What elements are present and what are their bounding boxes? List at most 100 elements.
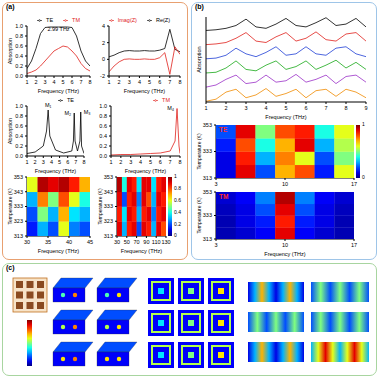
svg-text:7: 7 — [324, 105, 327, 111]
svg-text:17: 17 — [351, 181, 357, 187]
svg-text:Frequency (THz): Frequency (THz) — [264, 251, 305, 257]
svg-text:8: 8 — [178, 159, 181, 165]
svg-text:Frequency (THz): Frequency (THz) — [265, 114, 306, 120]
svg-text:313: 313 — [104, 233, 113, 239]
svg-text:353: 353 — [203, 189, 212, 195]
svg-text:5: 5 — [149, 159, 152, 165]
svg-text:0.6: 0.6 — [174, 197, 181, 203]
svg-text:30: 30 — [24, 239, 30, 245]
svg-text:M₃: M₃ — [84, 109, 91, 115]
svg-text:343: 343 — [14, 189, 23, 195]
svg-text:Frequency (THz): Frequency (THz) — [35, 168, 76, 174]
svg-text:4: 4 — [102, 23, 105, 29]
svg-text:353: 353 — [14, 174, 23, 180]
svg-text:333: 333 — [14, 203, 23, 209]
svg-text:2: 2 — [119, 159, 122, 165]
svg-text:0.8: 0.8 — [174, 185, 181, 191]
svg-text:10: 10 — [282, 242, 288, 248]
svg-text:8: 8 — [88, 79, 91, 85]
svg-text:333: 333 — [104, 203, 113, 209]
svg-text:5: 5 — [284, 105, 287, 111]
svg-text:M₂: M₂ — [65, 110, 72, 116]
svg-text:-2: -2 — [100, 73, 105, 79]
svg-text:0.8: 0.8 — [15, 33, 23, 39]
svg-text:1: 1 — [174, 173, 177, 179]
svg-text:6: 6 — [66, 159, 69, 165]
svg-text:0: 0 — [102, 56, 105, 62]
svg-text:Frequency (THz): Frequency (THz) — [121, 248, 162, 254]
svg-text:0: 0 — [362, 174, 365, 180]
svg-text:4: 4 — [50, 159, 53, 165]
svg-text:45: 45 — [87, 239, 93, 245]
svg-text:0.2: 0.2 — [174, 221, 181, 227]
svg-text:4: 4 — [52, 79, 55, 85]
svg-text:0.6: 0.6 — [15, 123, 23, 129]
svg-text:50: 50 — [124, 239, 130, 245]
svg-text:1: 1 — [25, 159, 28, 165]
svg-text:2: 2 — [118, 79, 121, 85]
svg-text:5: 5 — [58, 159, 61, 165]
svg-text:4: 4 — [138, 79, 141, 85]
svg-text:7: 7 — [169, 159, 172, 165]
svg-text:Temperature (K): Temperature (K) — [7, 188, 13, 224]
svg-text:0.2: 0.2 — [15, 143, 23, 149]
svg-text:130: 130 — [161, 239, 170, 245]
svg-text:M₁: M₁ — [45, 102, 52, 108]
svg-text:353: 353 — [203, 122, 212, 128]
svg-text:110: 110 — [152, 239, 161, 245]
svg-text:0.8: 0.8 — [99, 113, 107, 119]
svg-text:6: 6 — [70, 79, 73, 85]
svg-text:7: 7 — [79, 79, 82, 85]
svg-text:3: 3 — [43, 79, 46, 85]
svg-text:3: 3 — [214, 181, 217, 187]
svg-text:333: 333 — [203, 148, 212, 154]
svg-text:Frequency (THz): Frequency (THz) — [38, 248, 79, 254]
svg-text:5: 5 — [148, 79, 151, 85]
svg-text:9: 9 — [364, 105, 367, 111]
svg-text:0.8: 0.8 — [15, 113, 23, 119]
svg-text:30: 30 — [114, 239, 120, 245]
svg-text:3: 3 — [244, 105, 247, 111]
svg-text:Absorption: Absorption — [7, 38, 13, 64]
svg-text:Frequency (THz): Frequency (THz) — [124, 88, 165, 94]
svg-text:3: 3 — [128, 79, 131, 85]
svg-text:0.4: 0.4 — [15, 133, 23, 139]
svg-text:3: 3 — [129, 159, 132, 165]
svg-text:7: 7 — [168, 79, 171, 85]
svg-text:0.4: 0.4 — [99, 133, 107, 139]
svg-text:35: 35 — [45, 239, 51, 245]
svg-text:40: 40 — [66, 239, 72, 245]
svg-text:M₄: M₄ — [167, 105, 175, 111]
svg-text:2: 2 — [224, 105, 227, 111]
svg-text:3: 3 — [42, 159, 45, 165]
svg-text:2: 2 — [34, 79, 37, 85]
svg-text:5: 5 — [61, 79, 64, 85]
svg-text:313: 313 — [203, 175, 212, 181]
svg-text:1: 1 — [107, 79, 110, 85]
svg-text:Absorption: Absorption — [196, 46, 202, 72]
svg-text:0.4: 0.4 — [15, 53, 23, 59]
svg-text:8: 8 — [178, 79, 181, 85]
svg-text:1: 1 — [204, 105, 207, 111]
svg-text:8: 8 — [344, 105, 347, 111]
svg-text:4: 4 — [139, 159, 142, 165]
svg-text:6: 6 — [158, 79, 161, 85]
svg-text:323: 323 — [14, 218, 23, 224]
svg-text:2: 2 — [102, 40, 105, 46]
svg-text:333: 333 — [203, 212, 212, 218]
svg-text:0.0: 0.0 — [15, 153, 23, 159]
svg-text:313: 313 — [14, 233, 23, 239]
svg-text:0.2: 0.2 — [99, 143, 107, 149]
svg-text:Frequency (THz): Frequency (THz) — [125, 168, 166, 174]
svg-text:Temperature (K): Temperature (K) — [97, 188, 103, 224]
svg-text:Temperature (K): Temperature (K) — [196, 133, 202, 169]
svg-text:2: 2 — [34, 159, 37, 165]
svg-text:313: 313 — [203, 236, 212, 242]
svg-text:0.0: 0.0 — [15, 73, 23, 79]
svg-text:3: 3 — [214, 242, 217, 248]
svg-text:1.0: 1.0 — [15, 103, 23, 109]
svg-text:4: 4 — [264, 105, 267, 111]
svg-text:7: 7 — [74, 159, 77, 165]
svg-text:0.6: 0.6 — [99, 123, 107, 129]
svg-text:323: 323 — [104, 218, 113, 224]
